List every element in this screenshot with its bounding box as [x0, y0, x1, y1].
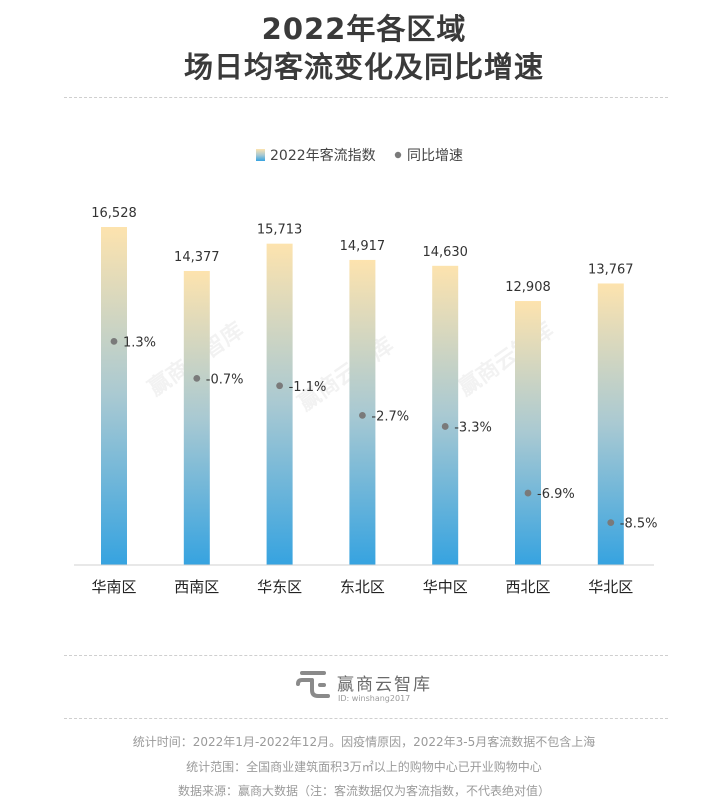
- growth-value-label: 1.3%: [123, 335, 156, 350]
- divider-middle: [64, 655, 668, 656]
- bar-value-label: 14,630: [422, 245, 468, 260]
- legend-point-swatch: [394, 151, 402, 159]
- growth-point: [110, 337, 118, 345]
- bar-value-label: 12,908: [505, 280, 551, 295]
- x-tick-label: 东北区: [340, 578, 385, 596]
- brand-logo-icon: [296, 671, 330, 698]
- bar-value-label: 14,917: [340, 239, 386, 254]
- growth-value-label: -0.7%: [206, 372, 244, 387]
- bar: [183, 270, 210, 565]
- growth-value-label: -1.1%: [289, 380, 327, 395]
- legend-label-point: 同比增速: [407, 148, 463, 164]
- growth-value-label: -2.7%: [371, 409, 409, 424]
- chart-title-line1: 2022年各区域: [261, 12, 467, 46]
- growth-point: [359, 411, 366, 419]
- bars-group: 16,528 14,377 15,713 14,917 14,630 12,908 13,7…: [91, 206, 634, 565]
- bar: [266, 243, 293, 565]
- x-tick-label: 华中区: [423, 578, 468, 596]
- growth-point: [193, 374, 201, 382]
- watermark-text: 赢商云智库: [293, 332, 398, 416]
- divider-bottom: [64, 718, 668, 719]
- footnote-time: 统计时间：2022年1月-2022年12月。因疫情原因，2022年3-5月客流数…: [132, 735, 596, 749]
- growth-value-label: -3.3%: [454, 420, 492, 435]
- growth-value-label: -6.9%: [537, 487, 575, 502]
- brand-id: ID: winshang2017: [338, 694, 411, 703]
- bar: [101, 227, 127, 565]
- growth-value-label: -8.5%: [620, 517, 658, 532]
- legend: 2022年客流指数 同比增速: [256, 147, 463, 164]
- legend-bar-swatch: [256, 149, 265, 161]
- x-tick-label: 华南区: [91, 578, 136, 596]
- legend-label-bar: 2022年客流指数: [270, 147, 376, 164]
- brand-name: 赢商云智库: [337, 675, 432, 695]
- bar-value-label: 16,528: [91, 206, 137, 221]
- x-tick-label: 华北区: [588, 578, 633, 596]
- growth-point: [607, 519, 615, 527]
- footnote-source: 数据来源：赢商大数据（注：客流数据仅为客流指数，不代表绝对值）: [177, 784, 550, 798]
- growth-point: [524, 489, 532, 497]
- points-group: 1.3% -0.7% -1.1% -2.7% -3.3% -6.9% -8.5%: [110, 335, 658, 532]
- bar: [515, 301, 541, 565]
- x-tick-label: 西北区: [505, 578, 550, 596]
- growth-point: [441, 423, 449, 430]
- bar: [432, 265, 459, 565]
- chart-title-line2: 场日均客流变化及同比增速: [183, 50, 544, 84]
- x-tick-label: 华东区: [257, 578, 302, 596]
- divider-top: [64, 97, 668, 98]
- x-tick-labels: 华南区 西南区 华东区 东北区 华中区 西北区 华北区: [91, 578, 633, 596]
- bar-value-label: 14,377: [174, 250, 220, 265]
- growth-point: [276, 382, 283, 390]
- bar: [597, 283, 624, 565]
- bar-value-label: 15,713: [257, 223, 303, 238]
- footnote-scope: 统计范围：全国商业建筑面积3万㎡以上的购物中心已开业购物中心: [186, 760, 542, 774]
- bar-value-label: 13,767: [588, 262, 634, 277]
- x-tick-label: 西南区: [174, 578, 219, 596]
- watermark-text: 赢商云智库: [453, 317, 558, 401]
